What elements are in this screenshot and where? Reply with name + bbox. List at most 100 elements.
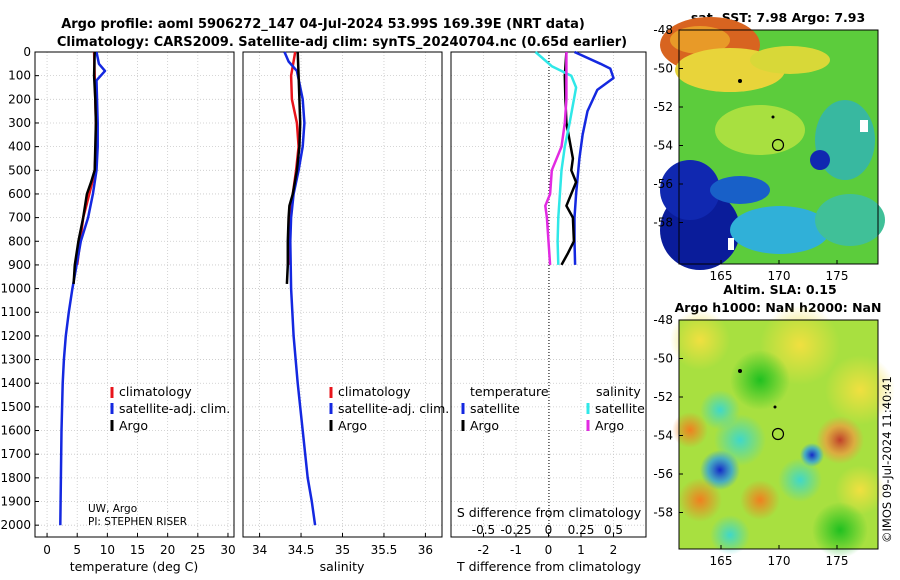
- map-y-tick-label: -54: [653, 429, 673, 443]
- y-tick-label: 100: [8, 69, 31, 83]
- y-tick-label: 1500: [0, 400, 31, 414]
- map-y-tick-label: -56: [653, 177, 673, 191]
- float-track-marker: [738, 369, 742, 373]
- y-tick-label: 400: [8, 140, 31, 154]
- x-tick-label: 34: [252, 543, 267, 557]
- profile-location-circle: [771, 427, 785, 441]
- y-tick-label: 1800: [0, 471, 31, 485]
- y-tick-label: 1600: [0, 424, 31, 438]
- difference-xlabel: T difference from climatology: [456, 559, 642, 574]
- salinity-legend: climatology satellite-adj. clim. Argo: [329, 384, 449, 433]
- y-tick-label: 200: [8, 92, 31, 106]
- y-tick-label: 1700: [0, 447, 31, 461]
- salinity-xlabel: salinity: [320, 559, 365, 574]
- map-y-tick-label: -52: [653, 100, 673, 114]
- y-tick-label: 500: [8, 163, 31, 177]
- legend-label-climatology: climatology: [119, 384, 192, 399]
- legend-label-s-argo: Argo: [595, 418, 624, 433]
- float-track-marker: [738, 79, 742, 83]
- s-tick-label: 0.5: [604, 523, 623, 537]
- s-tick-label: -0.25: [500, 523, 531, 537]
- map-y-tick-label: -58: [653, 506, 673, 520]
- x-tick-label: 2: [610, 543, 618, 557]
- s-tick-label: 0: [545, 523, 553, 537]
- x-tick-label: 36: [418, 543, 433, 557]
- y-tick-label: 800: [8, 234, 31, 248]
- s-tick-label: -0.5: [472, 523, 495, 537]
- sst-map-image: [660, 17, 885, 270]
- s-tick-label: 0.25: [568, 523, 595, 537]
- salinity-panel: 34 34.5 35 35.5 36 salinity climatology sate…: [242, 51, 449, 574]
- float-track-marker: [771, 115, 775, 119]
- sla-map: Altim. SLA: 0.15 Argo h1000: NaN h2000: …: [653, 282, 895, 568]
- x-tick-label: 5: [73, 543, 81, 557]
- x-tick-label: 0: [545, 543, 553, 557]
- x-tick-label: 35: [335, 543, 350, 557]
- legend-title-salinity: salinity: [596, 384, 641, 399]
- float-track-marker: [773, 405, 777, 409]
- y-tick-label: 1400: [0, 376, 31, 390]
- series-line: [544, 52, 568, 265]
- legend-label-argo: Argo: [119, 418, 148, 433]
- legend-title-temperature: temperature: [470, 384, 549, 399]
- series-line: [283, 51, 317, 526]
- x-tick-label: 10: [100, 543, 115, 557]
- series-line: [285, 51, 302, 284]
- y-tick-label: 1900: [0, 495, 31, 509]
- x-tick-label: 25: [190, 543, 205, 557]
- map-y-tick-label: -48: [653, 23, 673, 37]
- y-tick-label: 300: [8, 116, 31, 130]
- map-y-tick-label: -50: [653, 62, 673, 76]
- legend-label-t-satellite: satellite: [470, 401, 520, 416]
- x-tick-label: 34.5: [288, 543, 315, 557]
- map-y-tick-label: -58: [653, 216, 673, 230]
- sst-map: sat. SST: 7.98 Argo: 7.93 165 170 175 -48-…: [653, 10, 885, 283]
- x-tick-label: 15: [130, 543, 145, 557]
- y-tick-label: 700: [8, 211, 31, 225]
- y-tick-label: 900: [8, 258, 31, 272]
- x-tick-label: 1: [577, 543, 585, 557]
- sla-map-title: Altim. SLA: 0.15: [723, 282, 836, 297]
- figure-title-line1: Argo profile: aoml 5906272_147 04-Jul-20…: [61, 17, 585, 32]
- series-line: [59, 51, 107, 526]
- legend-label-s-satellite: satellite: [595, 401, 645, 416]
- map-x-tick-label: 175: [826, 554, 849, 568]
- x-tick-label: 0: [43, 543, 51, 557]
- x-tick-label: -2: [478, 543, 490, 557]
- credit-line2: PI: STEPHEN RISER: [88, 516, 187, 528]
- series-line: [72, 51, 98, 284]
- map-y-tick-label: -48: [653, 313, 673, 327]
- x-tick-label: 30: [220, 543, 235, 557]
- y-tick-label: 1300: [0, 353, 31, 367]
- temperature-xlabel: temperature (deg C): [70, 559, 199, 574]
- legend-label-t-argo: Argo: [470, 418, 499, 433]
- map-x-tick-label: 165: [710, 269, 733, 283]
- x-tick-label: -1: [510, 543, 522, 557]
- imos-stamp: ©IMOS 09-Jul-2024 11:40:41: [880, 376, 894, 543]
- difference-panel: -2 -1 0 1 2 -0.5 -0.25 0 0.25 0.5 T difference f…: [450, 50, 647, 574]
- difference-xlabel-top: S difference from climatology: [457, 505, 642, 520]
- map-y-tick-label: -56: [653, 467, 673, 481]
- map-y-tick-label: -54: [653, 139, 673, 153]
- x-tick-label: 35.5: [371, 543, 398, 557]
- map-x-tick-label: 170: [768, 554, 791, 568]
- legend-label-climatology: climatology: [338, 384, 411, 399]
- legend-label-satellite: satellite-adj. clim.: [338, 401, 449, 416]
- credit-line1: UW, Argo: [88, 503, 137, 515]
- x-tick-label: 20: [160, 543, 175, 557]
- temperature-legend: climatology satellite-adj. clim. Argo: [110, 384, 230, 433]
- y-tick-label: 600: [8, 187, 31, 201]
- map-y-tick-label: -52: [653, 390, 673, 404]
- profile-location-circle: [771, 138, 785, 152]
- temperature-panel: 0100200300400500600700800900100011001200…: [0, 45, 235, 574]
- legend-label-argo: Argo: [338, 418, 367, 433]
- sla-map-subtitle: Argo h1000: NaN h2000: NaN: [675, 300, 882, 315]
- legend-label-satellite: satellite-adj. clim.: [119, 401, 230, 416]
- series-line: [534, 51, 578, 265]
- map-x-tick-label: 175: [826, 269, 849, 283]
- y-tick-label: 1000: [0, 282, 31, 296]
- difference-legend: temperature satellite Argo salinity sate…: [461, 384, 645, 433]
- temperature-axes-frame: [34, 51, 235, 538]
- sla-map-image: [670, 305, 895, 558]
- map-x-tick-label: 170: [768, 269, 791, 283]
